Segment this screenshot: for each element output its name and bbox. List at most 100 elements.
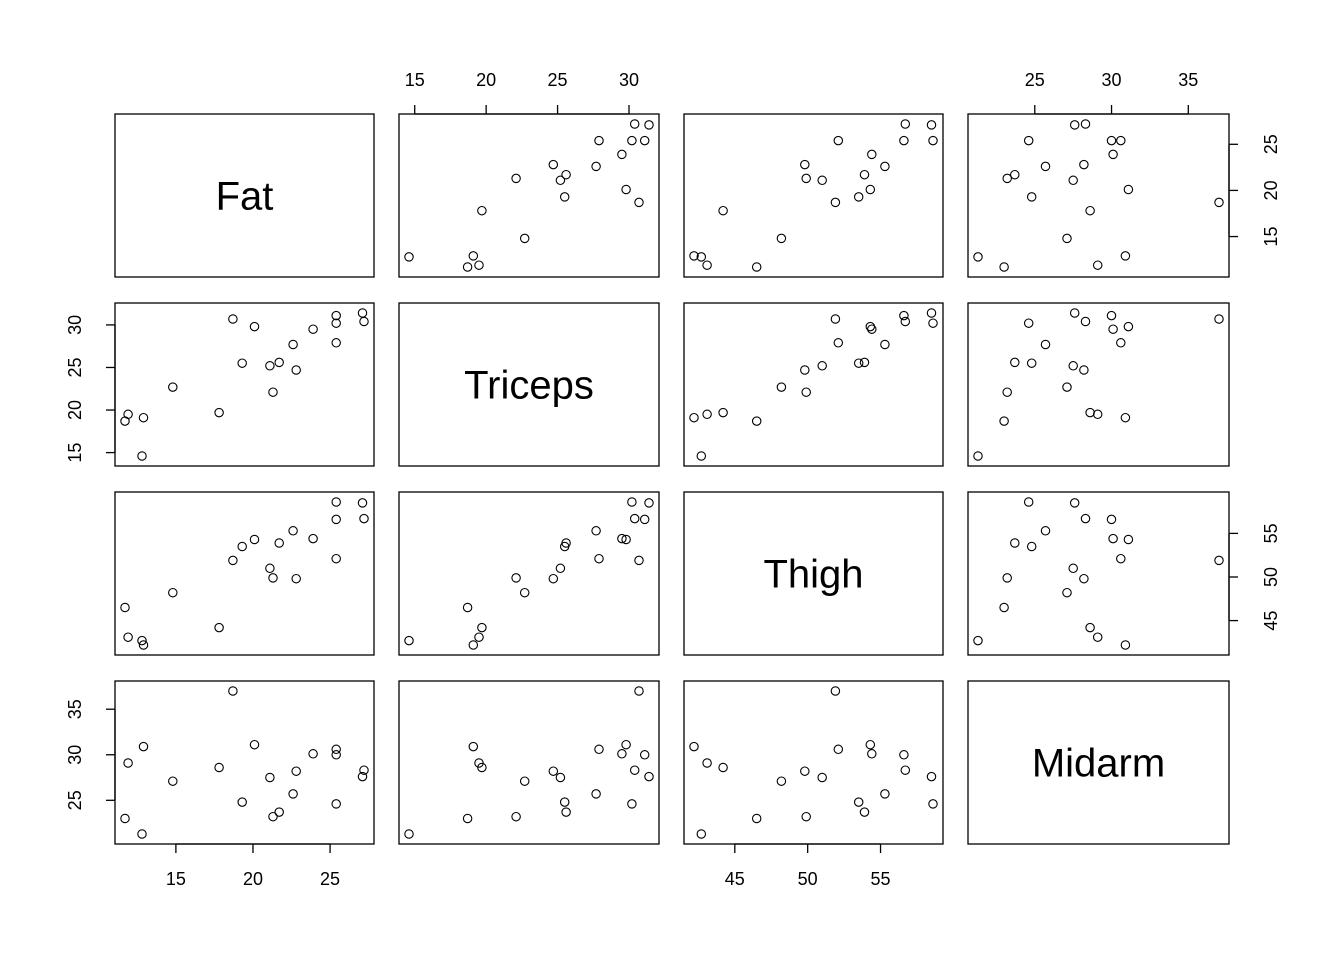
data-point bbox=[696, 252, 707, 262]
data-point bbox=[718, 762, 728, 773]
data-point bbox=[800, 766, 810, 776]
data-point bbox=[1080, 119, 1091, 129]
data-point bbox=[137, 829, 147, 839]
data-point bbox=[1123, 534, 1134, 545]
data-point bbox=[591, 789, 601, 799]
data-point bbox=[214, 622, 224, 633]
data-point bbox=[274, 538, 284, 548]
data-point bbox=[1023, 318, 1034, 328]
data-point bbox=[926, 308, 937, 318]
panel-fat-vs-triceps bbox=[398, 113, 660, 278]
data-point bbox=[634, 197, 644, 208]
panel-border bbox=[114, 113, 375, 278]
data-point bbox=[1092, 409, 1103, 420]
data-point bbox=[1068, 563, 1078, 574]
data-point bbox=[751, 416, 762, 426]
data-point bbox=[696, 451, 707, 461]
data-point bbox=[865, 184, 876, 195]
panel-midarm-vs-triceps bbox=[398, 680, 660, 845]
data-point bbox=[249, 534, 260, 545]
data-point bbox=[1040, 161, 1051, 172]
panel-triceps-vs-thigh bbox=[683, 302, 944, 467]
data-point bbox=[621, 534, 631, 545]
panel-border bbox=[398, 680, 660, 845]
data-point bbox=[237, 541, 247, 552]
data-point bbox=[1062, 587, 1072, 598]
data-point bbox=[1079, 365, 1089, 375]
data-point bbox=[288, 526, 298, 536]
tick-label: 20 bbox=[476, 70, 496, 90]
panel-border bbox=[114, 680, 375, 845]
variable-label-fat: Fat bbox=[216, 175, 274, 219]
data-point bbox=[1023, 497, 1034, 507]
data-point bbox=[644, 498, 654, 508]
panel-border bbox=[398, 302, 660, 467]
data-point bbox=[1123, 321, 1134, 332]
data-point bbox=[800, 159, 810, 170]
tick-label: 20 bbox=[65, 400, 85, 420]
data-point bbox=[1120, 412, 1131, 423]
data-point bbox=[1062, 233, 1072, 244]
data-point bbox=[477, 762, 487, 773]
data-point bbox=[331, 497, 341, 507]
data-point bbox=[999, 602, 1009, 613]
data-point bbox=[899, 135, 909, 146]
data-point bbox=[357, 308, 368, 318]
data-point bbox=[168, 587, 178, 598]
data-point bbox=[899, 750, 909, 760]
data-point bbox=[776, 776, 787, 786]
data-point bbox=[689, 412, 699, 423]
data-point bbox=[1214, 555, 1224, 566]
data-point bbox=[511, 811, 521, 822]
tick-label: 25 bbox=[320, 869, 340, 889]
panel-thigh-vs-triceps bbox=[398, 491, 660, 656]
data-point bbox=[833, 135, 844, 146]
data-point bbox=[617, 149, 627, 160]
tick-label: 15 bbox=[405, 70, 425, 90]
data-point bbox=[291, 365, 301, 375]
data-point bbox=[559, 541, 570, 552]
data-point bbox=[928, 799, 938, 809]
data-point bbox=[555, 175, 566, 186]
data-point bbox=[867, 149, 877, 160]
data-point bbox=[511, 573, 521, 583]
data-point bbox=[1214, 314, 1224, 324]
data-point bbox=[138, 741, 149, 752]
tick-label: 25 bbox=[1025, 70, 1045, 90]
tick-label: 25 bbox=[65, 790, 85, 810]
data-point bbox=[776, 233, 787, 244]
data-point bbox=[331, 338, 341, 348]
data-point bbox=[331, 744, 341, 755]
data-point bbox=[594, 744, 604, 755]
data-point bbox=[1079, 159, 1089, 170]
data-point bbox=[859, 807, 870, 817]
data-point bbox=[865, 739, 876, 750]
data-point bbox=[331, 318, 341, 328]
panel-thigh-vs-fat bbox=[114, 491, 375, 656]
data-point bbox=[404, 829, 414, 839]
data-point bbox=[404, 252, 414, 262]
data-point bbox=[1108, 324, 1118, 334]
tick-label: 30 bbox=[65, 315, 85, 335]
right-axis-thigh: 45 50 55 bbox=[1228, 523, 1281, 631]
data-point bbox=[859, 357, 870, 368]
data-point bbox=[1068, 175, 1078, 186]
tick-label: 30 bbox=[619, 70, 639, 90]
data-point bbox=[817, 175, 827, 186]
data-point bbox=[639, 135, 650, 146]
data-point bbox=[830, 197, 841, 208]
data-point bbox=[291, 573, 301, 584]
data-point bbox=[859, 169, 870, 180]
panel-fat-vs-thigh bbox=[683, 113, 944, 278]
data-point bbox=[999, 262, 1009, 272]
data-point bbox=[331, 514, 341, 525]
data-point bbox=[274, 357, 284, 368]
data-point bbox=[926, 771, 937, 782]
data-point bbox=[249, 739, 260, 750]
data-point bbox=[900, 119, 911, 129]
data-point bbox=[627, 497, 637, 507]
data-point bbox=[214, 407, 224, 418]
data-point bbox=[359, 513, 369, 524]
data-point bbox=[1026, 192, 1037, 202]
